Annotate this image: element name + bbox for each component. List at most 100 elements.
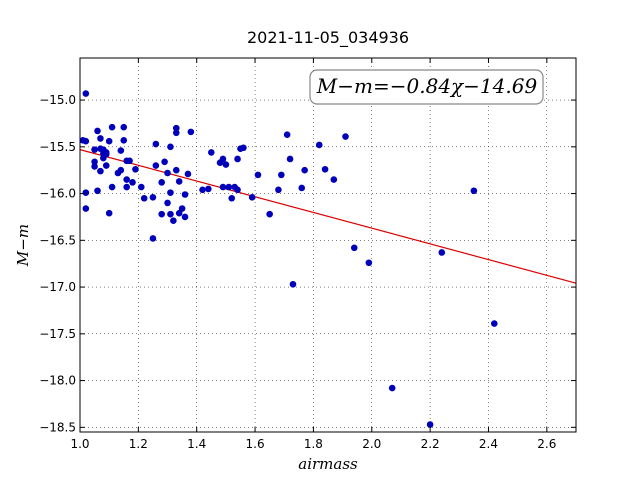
data-point: [94, 187, 101, 195]
data-point: [129, 179, 136, 186]
data-point: [149, 194, 157, 201]
data-point: [470, 187, 478, 195]
data-point: [152, 162, 160, 169]
data-point: [228, 194, 236, 202]
data-point: [164, 199, 171, 207]
data-point: [234, 186, 241, 194]
data-point: [283, 131, 291, 138]
data-point: [240, 144, 247, 152]
y-tick-label: −16.5: [39, 233, 76, 247]
y-tick-label: −15.0: [39, 93, 76, 107]
data-point: [164, 169, 171, 177]
data-point: [388, 384, 396, 392]
data-point: [105, 209, 113, 217]
data-point: [172, 124, 180, 132]
x-tick-label: 1.0: [70, 437, 89, 451]
data-point: [161, 158, 168, 166]
data-point: [91, 146, 98, 153]
x-axis-label: airmass: [298, 455, 358, 473]
data-point: [120, 136, 128, 144]
data-point: [170, 217, 177, 224]
data-point: [181, 191, 189, 198]
data-point: [105, 137, 113, 145]
data-point: [248, 194, 256, 201]
data-point: [167, 210, 174, 218]
data-point: [123, 183, 130, 191]
axis-ticks: 1.0 1.2 1.4 1.6 1.8 2.0 2.2 2.4 2.6 −15.0 −15.5 −16…: [39, 58, 576, 451]
data-point: [172, 166, 180, 174]
data-point: [167, 189, 174, 196]
fit-equation-frame: [309, 69, 544, 105]
data-point: [82, 189, 90, 196]
data-point: [137, 183, 145, 191]
data-point: [97, 167, 104, 175]
data-point: [219, 183, 227, 191]
data-points: [79, 90, 498, 428]
data-point: [117, 166, 125, 174]
x-tick-label: 2.2: [421, 437, 440, 451]
data-point: [330, 176, 338, 183]
data-point: [254, 171, 262, 179]
data-point: [225, 183, 233, 191]
plot-frame: [79, 57, 577, 433]
data-point: [219, 155, 227, 163]
y-tick-label: −18.5: [39, 420, 76, 434]
fit-line-group: [79, 149, 577, 284]
x-tick-label: 2.4: [479, 437, 498, 451]
data-point: [158, 210, 165, 218]
data-point: [207, 149, 215, 156]
data-point: [167, 143, 174, 151]
fit-equation-box: M−m=−0.84χ−14.69: [309, 69, 544, 105]
data-point: [289, 280, 297, 288]
data-point: [275, 186, 282, 194]
data-point: [178, 205, 186, 212]
data-point: [315, 141, 323, 149]
data-point: [286, 155, 294, 163]
data-point: [117, 147, 125, 154]
data-point: [266, 210, 273, 218]
y-tick-label: −17.5: [39, 327, 76, 341]
x-tick-label: 1.6: [246, 437, 265, 451]
fit-line: [79, 149, 577, 284]
data-point: [82, 205, 90, 212]
y-tick-label: −15.5: [39, 140, 76, 154]
data-point: [491, 320, 498, 327]
data-point: [108, 183, 116, 191]
data-point: [365, 259, 373, 267]
x-tick-label: 2.6: [537, 437, 556, 451]
data-point: [321, 165, 329, 173]
x-tick-label: 1.2: [129, 437, 148, 451]
data-point: [234, 155, 241, 163]
data-point: [91, 163, 98, 170]
data-point: [102, 151, 110, 158]
data-point: [140, 194, 148, 202]
data-point: [205, 185, 212, 193]
data-point: [298, 184, 306, 192]
y-tick-label: −16.0: [39, 187, 76, 201]
y-tick-label: −17.0: [39, 280, 76, 294]
data-point: [222, 161, 230, 168]
data-point: [172, 129, 180, 137]
data-point: [175, 178, 183, 185]
data-point: [102, 162, 110, 169]
data-point: [132, 165, 139, 173]
data-point: [97, 135, 104, 142]
data-point: [342, 133, 349, 140]
x-tick-label: 1.4: [187, 437, 206, 451]
data-point: [152, 140, 160, 148]
y-axis-label: M−m: [14, 224, 32, 267]
data-point: [123, 176, 130, 183]
chart-title: 2021-11-05_034936: [247, 28, 409, 48]
data-point: [187, 128, 195, 136]
data-point: [181, 213, 189, 221]
data-point: [350, 244, 358, 252]
x-tick-label: 2.0: [362, 437, 381, 451]
data-point: [278, 171, 285, 179]
data-point: [94, 127, 101, 135]
data-point: [438, 249, 446, 256]
fit-equation: M−m=−0.84χ−14.69: [316, 74, 538, 98]
y-tick-label: −18.0: [39, 374, 76, 388]
x-tick-label: 1.8: [304, 437, 323, 451]
data-point: [301, 166, 308, 174]
